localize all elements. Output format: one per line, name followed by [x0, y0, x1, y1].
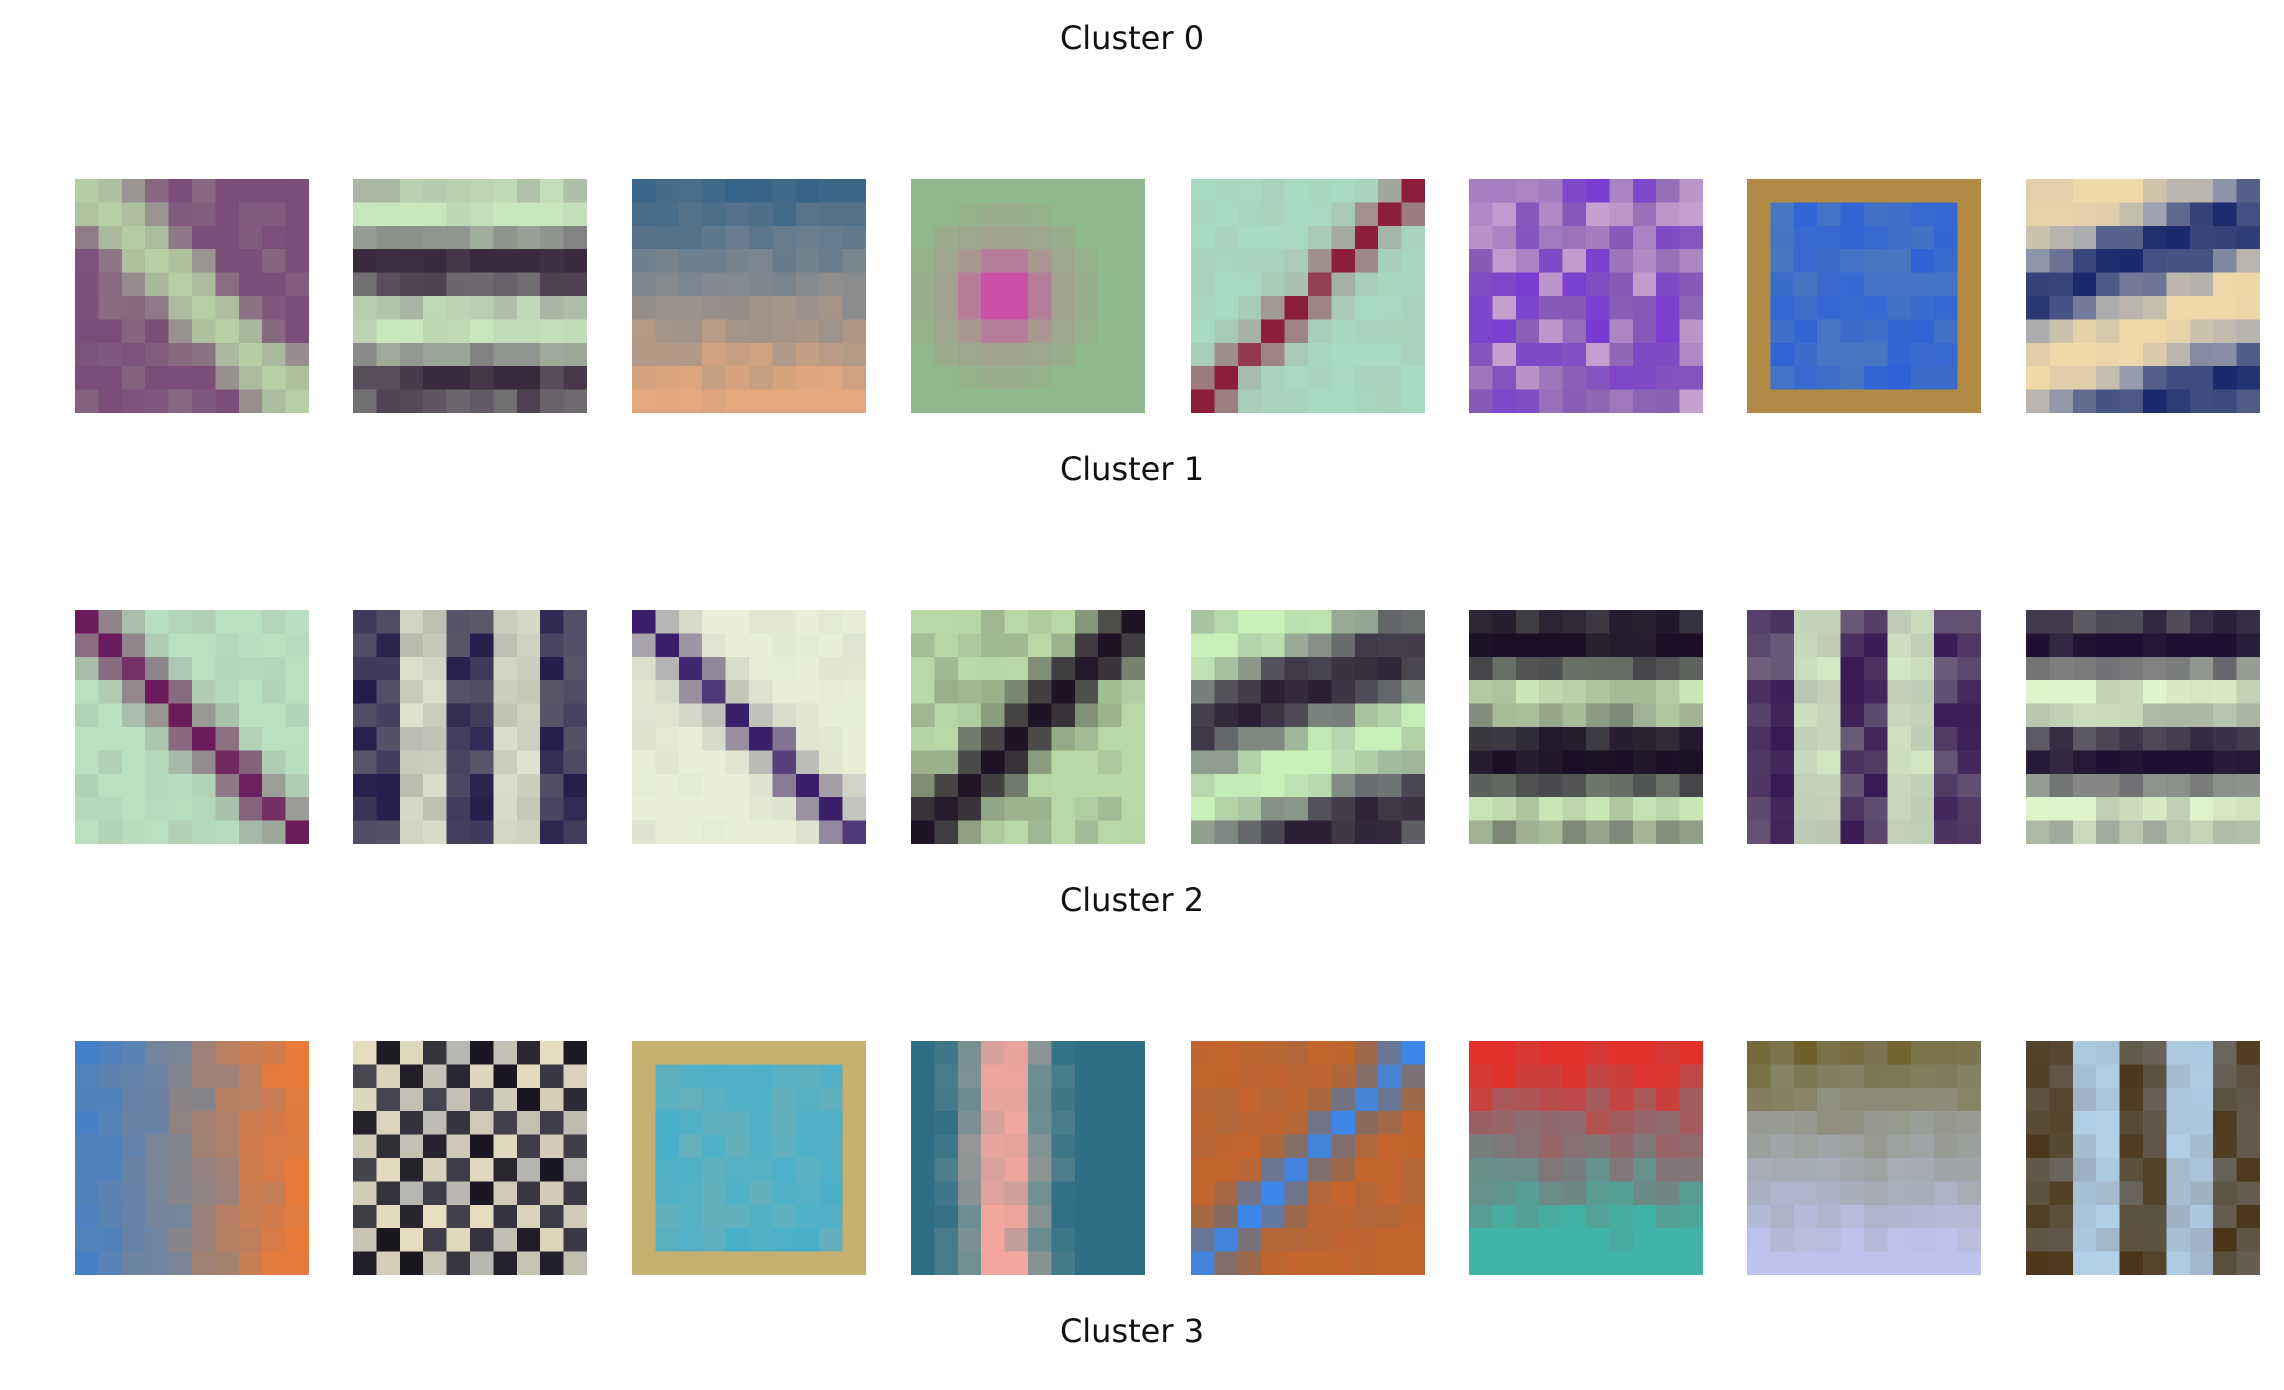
filter-pixels	[1747, 1041, 1981, 1275]
filter-tile-pink-vertical-stripe	[911, 1041, 1145, 1275]
filter-tile-red-diagonal-stripe	[1191, 179, 1425, 413]
filter-tile-orange-blue-horizontal-bands	[632, 179, 866, 413]
filter-tile-lavender-band-olive	[1747, 1041, 1981, 1275]
filter-tile-checkerboard	[353, 1041, 587, 1275]
filter-pixels	[1747, 610, 1981, 844]
filter-pixels	[1469, 610, 1703, 844]
filter-tile-purple-diagonal-patch	[75, 179, 309, 413]
filter-pixels	[1191, 610, 1425, 844]
filter-pixels	[75, 610, 309, 844]
filter-pixels	[1191, 1041, 1425, 1275]
cluster-title: Cluster 3	[1059, 1312, 1205, 1350]
filter-pixels	[632, 1041, 866, 1275]
filter-pixels	[353, 179, 587, 413]
filter-tile-brown-light-blue-vertical	[2026, 1041, 2260, 1275]
filter-pixels	[2026, 1041, 2260, 1275]
filter-pixels	[632, 610, 866, 844]
filter-pixels	[1469, 179, 1703, 413]
filter-tile-purple-diagonal-band	[75, 610, 309, 844]
filter-pixels	[632, 179, 866, 413]
filter-pixels	[2026, 179, 2260, 413]
filter-pixels	[1747, 179, 1981, 413]
filter-pixels	[911, 179, 1145, 413]
filter-pixels	[75, 1041, 309, 1275]
filter-pixels	[1191, 179, 1425, 413]
filter-tile-cream-navy-diagonal	[2026, 179, 2260, 413]
filter-pixels	[353, 1041, 587, 1275]
filter-tile-horizontal-green-dark-stripes	[353, 179, 587, 413]
filter-tile-vertical-stripes	[353, 610, 587, 844]
filter-tile-horizontal-dark-bands	[1469, 610, 1703, 844]
cluster-title: Cluster 1	[1059, 450, 1205, 488]
filter-tile-vertical-center-stripe	[1747, 610, 1981, 844]
filter-pixels	[2026, 610, 2260, 844]
filter-tile-dark-green-diagonal-lines	[911, 610, 1145, 844]
filter-tile-indigo-diagonal-light	[632, 610, 866, 844]
filter-tile-purple-texture	[1469, 179, 1703, 413]
filter-tile-orange-blue-vertical	[75, 1041, 309, 1275]
filter-tile-blue-orange-diagonal	[1191, 1041, 1425, 1275]
filter-tile-magenta-center-blob	[911, 179, 1145, 413]
filter-tile-blue-square-orange-border	[1747, 179, 1981, 413]
filter-pixels	[911, 610, 1145, 844]
filter-tile-green-dark-tilted-stripes	[1191, 610, 1425, 844]
filter-pixels	[353, 610, 587, 844]
cluster-title: Cluster 0	[1059, 19, 1205, 57]
cluster-title: Cluster 2	[1059, 881, 1205, 919]
filter-tile-teal-square-tan-border	[632, 1041, 866, 1275]
filter-pixels	[911, 1041, 1145, 1275]
filter-pixels	[1469, 1041, 1703, 1275]
filter-tile-teal-top-red-bottom	[1469, 1041, 1703, 1275]
filter-pixels	[75, 179, 309, 413]
filter-tile-horizontal-center-bars	[2026, 610, 2260, 844]
